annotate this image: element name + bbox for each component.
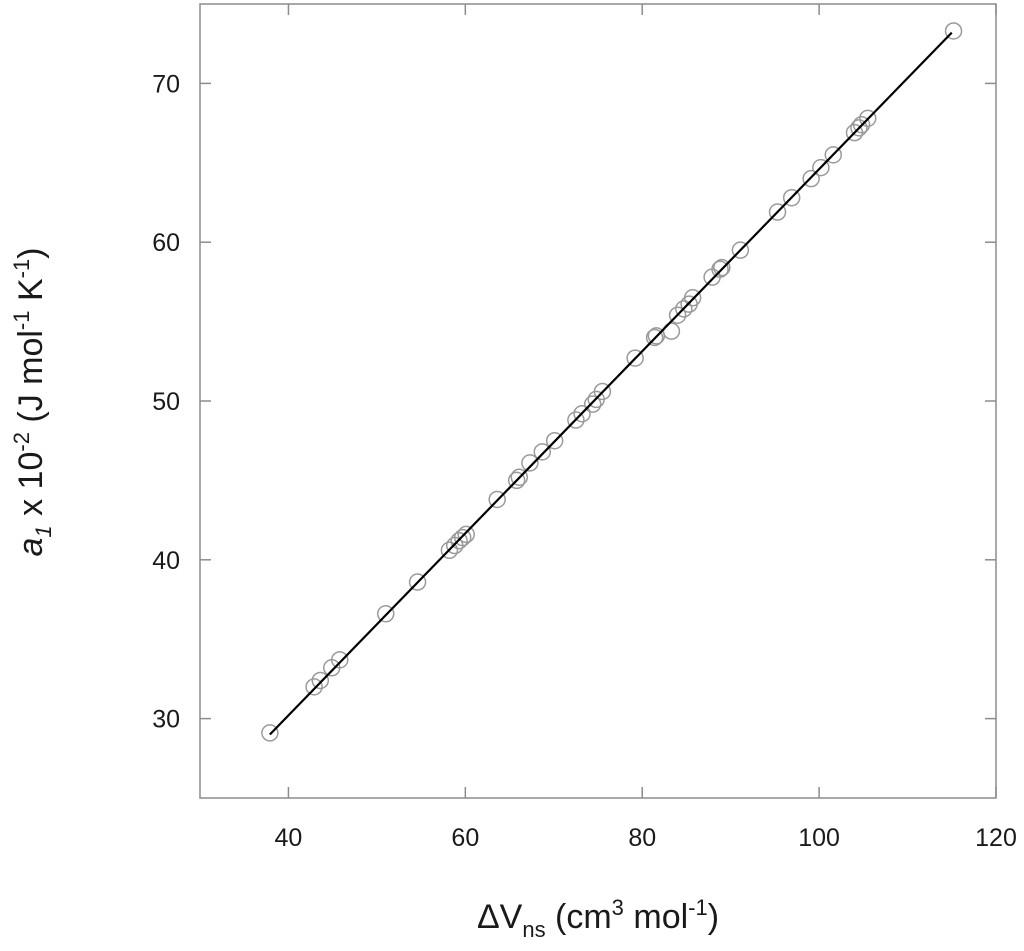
data-point <box>330 651 349 669</box>
x-tick-label: 80 <box>628 824 656 852</box>
y-tick-label: 50 <box>152 388 180 416</box>
data-point <box>824 146 843 164</box>
x-tick-label: 100 <box>798 824 840 852</box>
data-point <box>850 119 868 137</box>
fit-line <box>269 31 953 736</box>
x-tick-label: 60 <box>451 824 479 852</box>
data-point <box>852 115 871 134</box>
data-point <box>261 724 279 742</box>
data-point <box>305 678 323 696</box>
data-point <box>711 260 729 278</box>
data-point <box>545 431 564 450</box>
data-point <box>510 468 529 486</box>
data-point <box>573 404 591 423</box>
data-point <box>567 411 585 429</box>
data-point <box>457 525 475 544</box>
data-point <box>311 671 330 690</box>
data-point <box>453 528 472 547</box>
data-point <box>662 322 681 340</box>
data-point <box>782 188 801 207</box>
data-point <box>683 289 702 307</box>
data-point <box>812 158 830 177</box>
data-point <box>583 395 602 413</box>
y-axis-title: a1 x 10-2 (J mol-1 K-1) <box>9 247 56 556</box>
data-point <box>645 328 664 347</box>
y-axis: 30 40 50 60 70 <box>152 70 996 734</box>
data-point <box>731 241 750 259</box>
data-point <box>859 109 877 128</box>
x-axis-title: ΔVns (cm3 mol-1) <box>477 895 719 942</box>
plot-frame <box>199 3 997 799</box>
data-point <box>488 490 506 509</box>
data-point <box>521 454 539 472</box>
x-tick-label: 40 <box>275 824 303 852</box>
data-point <box>675 300 693 318</box>
data-point <box>440 541 459 560</box>
data-point <box>626 349 644 367</box>
data-point <box>533 443 552 461</box>
x-axis: 40 60 80 100 120 <box>275 4 1017 852</box>
data-point <box>768 203 787 221</box>
x-tick-label: 120 <box>975 824 1017 852</box>
data-point <box>944 22 963 40</box>
data-points <box>261 22 963 742</box>
data-point <box>507 471 526 490</box>
data-point <box>376 605 395 623</box>
data-point <box>408 573 427 591</box>
data-point <box>593 382 612 401</box>
y-tick-label: 60 <box>152 229 180 257</box>
data-point <box>713 258 731 277</box>
data-point <box>802 169 820 188</box>
data-point <box>668 306 687 324</box>
y-tick-label: 70 <box>152 70 180 98</box>
y-tick-label: 30 <box>152 706 180 734</box>
y-tick-label: 40 <box>152 547 180 575</box>
